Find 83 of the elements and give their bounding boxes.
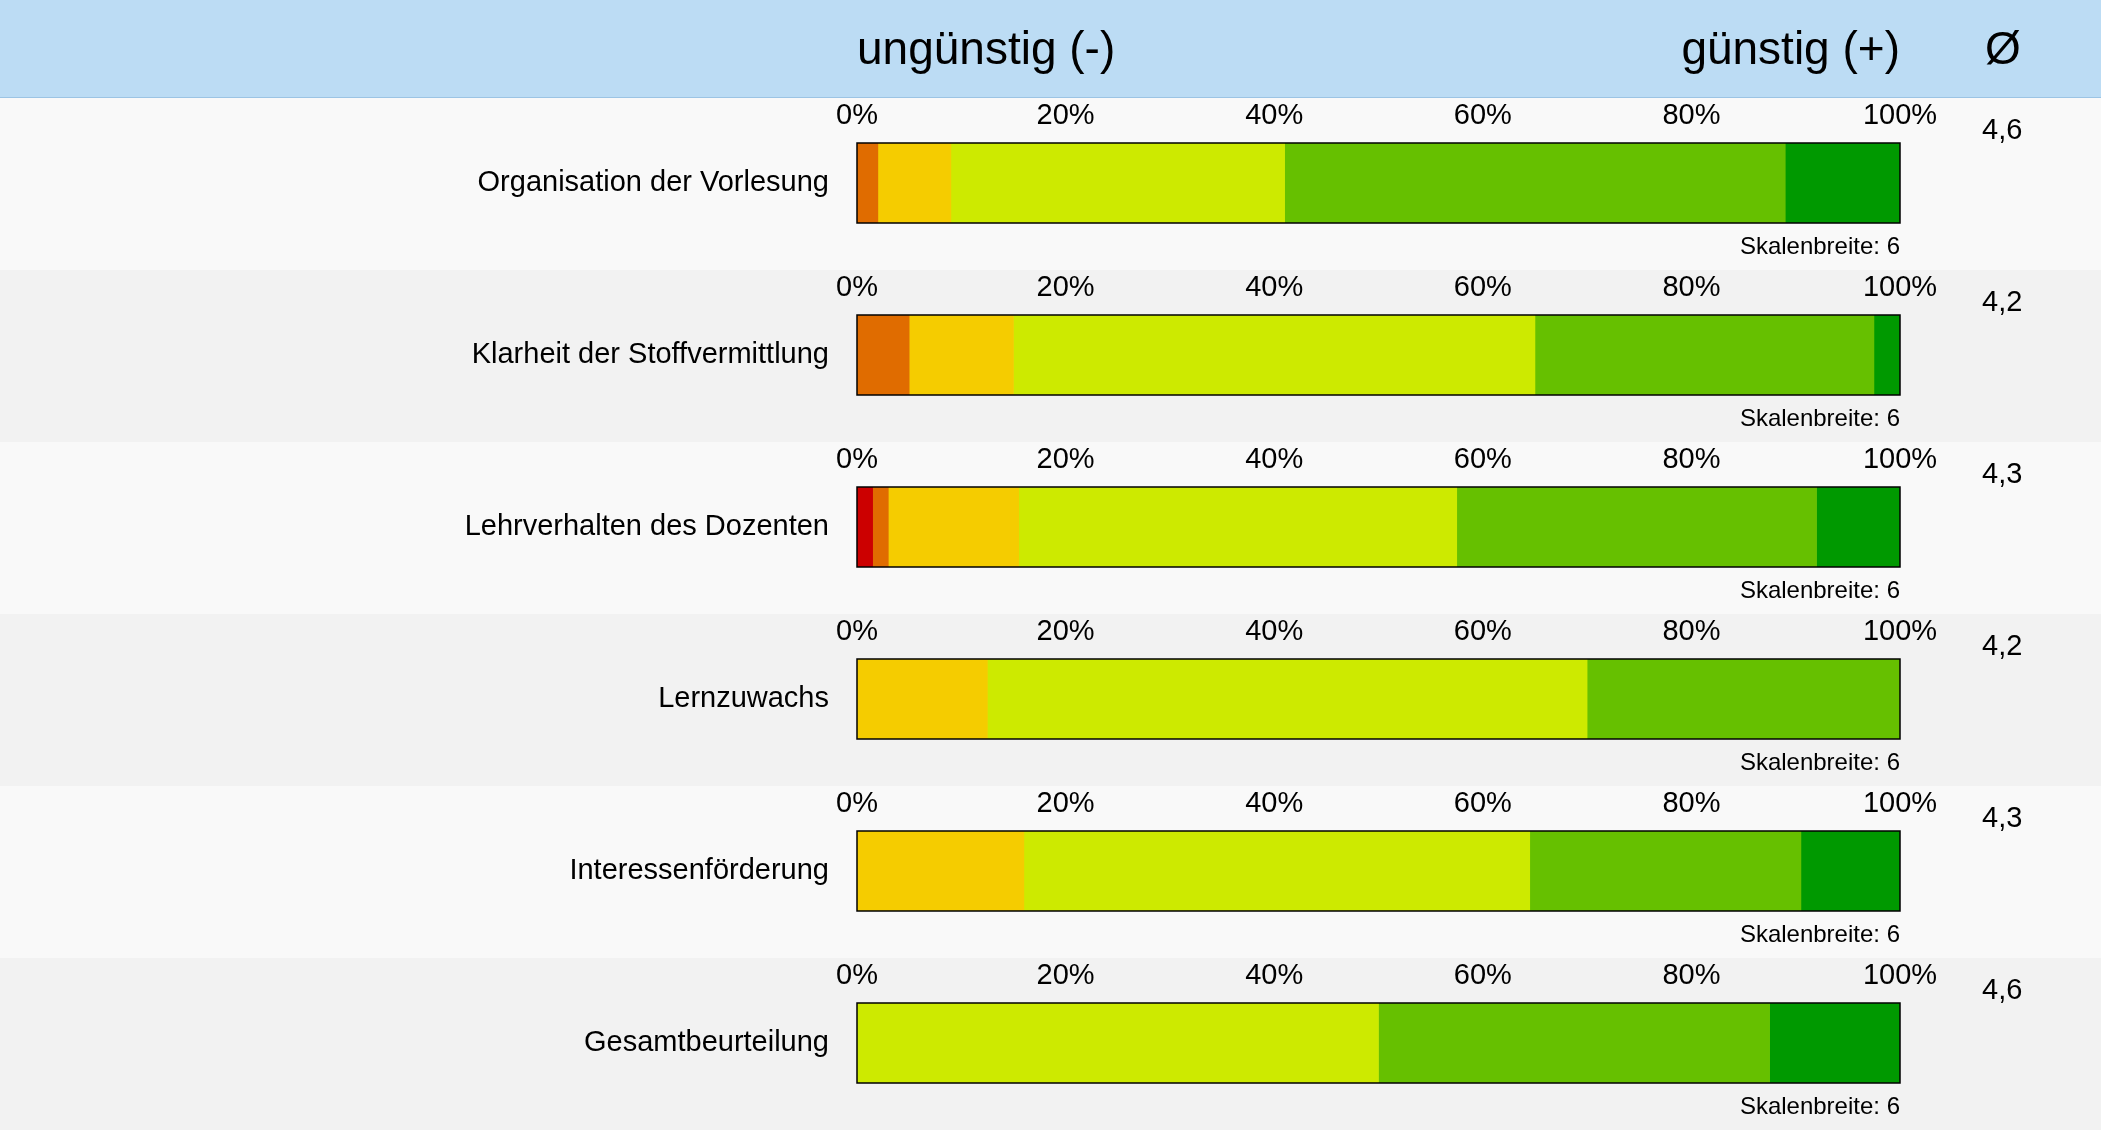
bar (950, 143, 1285, 223)
x-tick-label: 0% (836, 441, 878, 474)
x-tick-label: 40% (1245, 957, 1304, 990)
bar (1769, 1003, 1900, 1083)
x-tick-label: 100% (1862, 785, 1938, 818)
x-tick-label: 20% (1036, 613, 1095, 646)
x-tick-label: 60% (1453, 269, 1512, 302)
annotation: Skalenbreite: 6 (1739, 920, 1900, 948)
bar (1816, 487, 1900, 567)
bar (857, 831, 1025, 911)
bar (1023, 831, 1531, 911)
x-tick-label: 60% (1453, 441, 1512, 474)
text: Ø (1985, 21, 2021, 76)
bar (987, 659, 1588, 739)
x-tick-label: 80% (1662, 613, 1721, 646)
bar (1586, 659, 1900, 739)
annotation: Skalenbreite: 6 (1739, 232, 1900, 260)
x-tick-label: 100% (1862, 269, 1938, 302)
x-tick-label: 20% (1036, 957, 1095, 990)
text: günstig (+) (1681, 21, 1900, 76)
bar (1284, 143, 1786, 223)
x-tick-label: 80% (1662, 957, 1721, 990)
x-tick-label: 100% (1862, 441, 1938, 474)
x-tick-label: 100% (1862, 613, 1938, 646)
y-tick-label: Klarheit der Stoffvermittlung (471, 337, 829, 369)
x-tick-label: 60% (1453, 613, 1512, 646)
bar (857, 143, 879, 223)
bar (1784, 143, 1900, 223)
bar (1013, 315, 1536, 395)
y-tick-label: Organisation der Vorlesung (477, 165, 829, 197)
x-tick-label: 80% (1662, 785, 1721, 818)
x-tick-label: 20% (1036, 97, 1095, 130)
text: 4,2 (1982, 628, 2023, 662)
x-tick-label: 60% (1453, 957, 1512, 990)
text: 4,6 (1982, 972, 2023, 1006)
bar (1873, 315, 1900, 395)
x-tick-label: 60% (1453, 785, 1512, 818)
x-tick-label: 40% (1245, 269, 1304, 302)
x-tick-label: 80% (1662, 269, 1721, 302)
bar (857, 487, 873, 567)
x-tick-label: 60% (1453, 97, 1512, 130)
x-tick-label: 0% (836, 97, 878, 130)
x-tick-label: 80% (1662, 441, 1721, 474)
x-tick-label: 20% (1036, 269, 1095, 302)
annotation: Skalenbreite: 6 (1739, 748, 1900, 776)
bar (857, 1003, 1379, 1083)
bar (887, 487, 1019, 567)
x-tick-label: 20% (1036, 441, 1095, 474)
text: ungünstig (-) (857, 21, 1116, 76)
x-tick-label: 0% (836, 613, 878, 646)
text: 4,3 (1982, 800, 2023, 834)
text: 4,3 (1982, 456, 2023, 490)
x-tick-label: 40% (1245, 441, 1304, 474)
bar (877, 143, 952, 223)
x-tick-label: 0% (836, 785, 878, 818)
x-tick-label: 20% (1036, 785, 1095, 818)
x-tick-label: 100% (1862, 97, 1938, 130)
y-tick-label: Lernzuwachs (658, 681, 829, 713)
x-tick-label: 80% (1662, 97, 1721, 130)
annotation: Skalenbreite: 6 (1739, 404, 1900, 432)
bar (872, 487, 889, 567)
x-tick-label: 40% (1245, 97, 1304, 130)
annotation: Skalenbreite: 6 (1739, 1092, 1900, 1120)
bar (857, 659, 988, 739)
x-tick-label: 40% (1245, 785, 1304, 818)
bar (1018, 487, 1458, 567)
x-tick-label: 0% (836, 269, 878, 302)
bar (1534, 315, 1875, 395)
y-tick-label: Interessenförderung (569, 853, 829, 885)
x-tick-label: 40% (1245, 613, 1304, 646)
y-tick-label: Lehrverhalten des Dozenten (464, 509, 829, 541)
annotation: Skalenbreite: 6 (1739, 576, 1900, 604)
bar (908, 315, 1014, 395)
x-tick-label: 100% (1862, 957, 1938, 990)
x-tick-label: 0% (836, 957, 878, 990)
bar (1456, 487, 1817, 567)
bar (1529, 831, 1802, 911)
text: 4,2 (1982, 284, 2023, 318)
bar (1800, 831, 1900, 911)
bar (1378, 1003, 1770, 1083)
y-tick-label: Gesamtbeurteilung (583, 1025, 829, 1057)
text: 4,6 (1982, 112, 2023, 146)
bar (857, 315, 910, 395)
